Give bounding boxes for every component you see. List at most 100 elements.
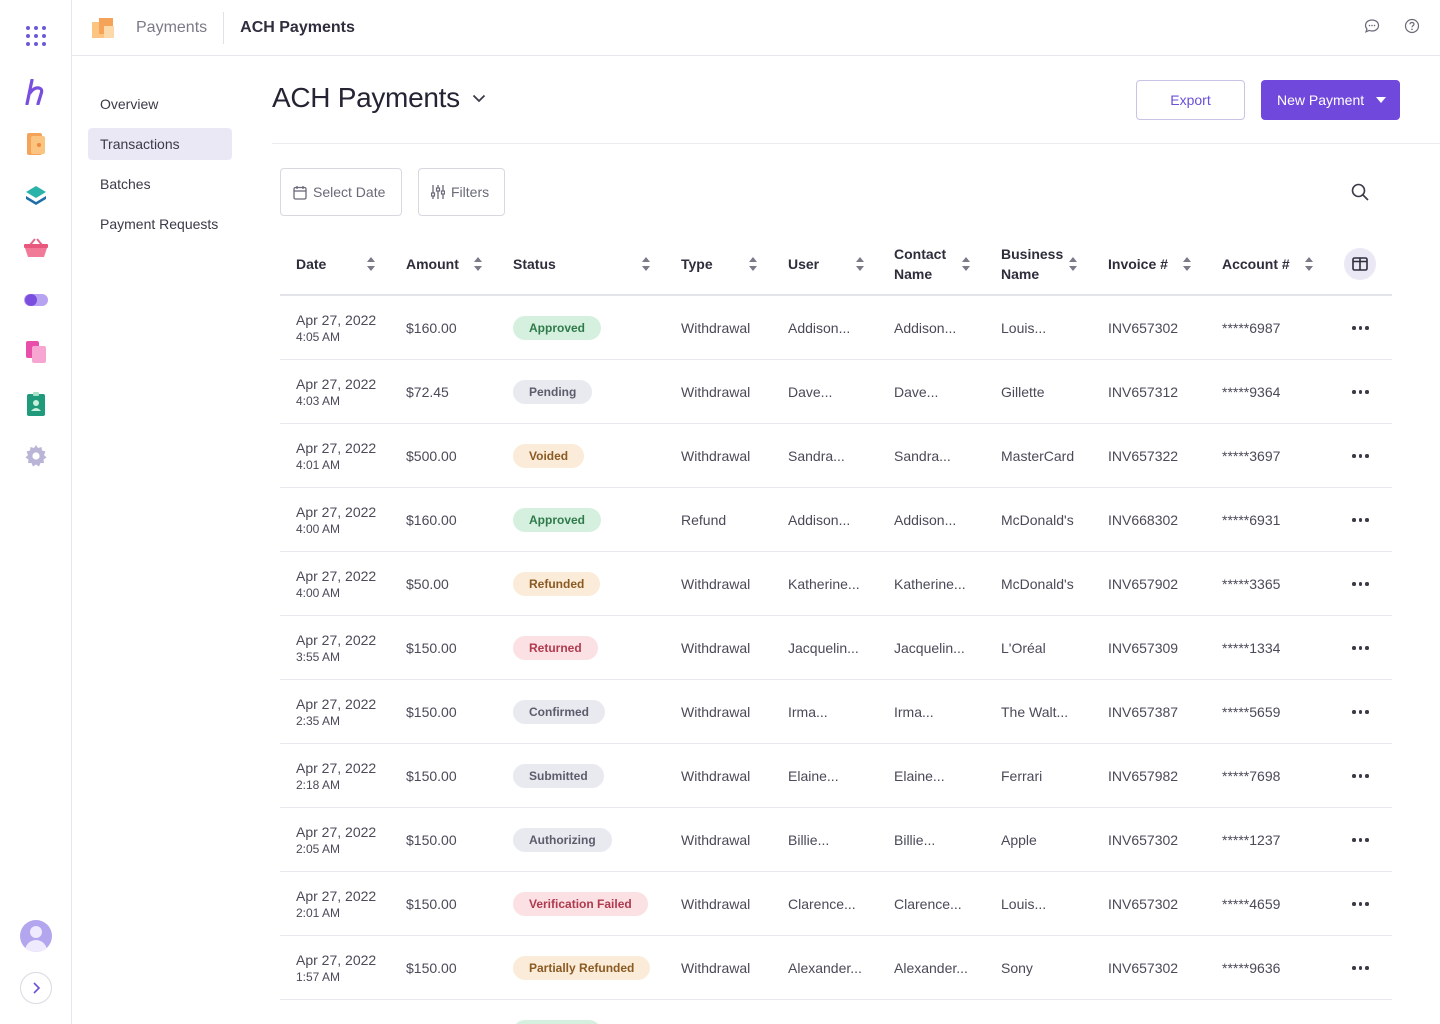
cell-business-name: Gillette (1001, 383, 1045, 400)
nav-item-batches[interactable]: Batches (100, 176, 151, 192)
sort-icon[interactable] (962, 257, 970, 271)
more-actions-icon[interactable] (1352, 966, 1369, 970)
status-badge: Returned (513, 635, 598, 660)
sort-icon[interactable] (1069, 257, 1077, 271)
help-icon[interactable] (1404, 18, 1420, 34)
header-date[interactable]: Date (296, 256, 327, 272)
cell-invoice: INV657387 (1108, 703, 1179, 720)
cell-account: *****4659 (1222, 895, 1281, 912)
header-business-name[interactable]: Business Name (1001, 234, 1063, 294)
table-row[interactable]: Apr 27, 2022 2:01 AM Verification Failed $1… (280, 872, 1392, 936)
table-row[interactable]: Apr 27, 2022 4:03 AM Pending $72.45 Withdraw… (280, 360, 1392, 424)
cell-type: Withdrawal (681, 575, 751, 592)
cell-amount: $150.00 (406, 767, 457, 784)
user-avatar[interactable] (20, 920, 52, 952)
status-badge: Partially Refunded (513, 955, 651, 980)
header-business-name-line2: Name (1001, 266, 1040, 282)
cell-date-time: 1:57 AM (296, 969, 341, 984)
section-nav: Overview Transactions Batches Payment Re… (88, 88, 232, 248)
more-actions-icon[interactable] (1352, 390, 1369, 394)
cell-date: Apr 27, 2022 4:00 AM (296, 552, 376, 615)
cell-date: Apr 27, 2022 (296, 1000, 376, 1024)
cell-user: Addison... (788, 511, 851, 528)
sort-icon[interactable] (642, 257, 650, 271)
more-actions-icon[interactable] (1352, 454, 1369, 458)
nav-item-overview[interactable]: Overview (100, 96, 159, 112)
id-badge-app-icon[interactable] (0, 384, 72, 424)
table-row[interactable]: Apr 27, 2022 1:57 AM Partially Refunded $15… (280, 936, 1392, 1000)
chat-icon[interactable] (1364, 18, 1380, 34)
more-actions-icon[interactable] (1352, 582, 1369, 586)
new-payment-button[interactable]: New Payment (1261, 80, 1400, 120)
table-row[interactable]: Apr 27, 2022 2:18 AM Submitted $150.00 Withd… (280, 744, 1392, 808)
sort-icon[interactable] (1305, 257, 1313, 271)
caret-down-icon (1376, 97, 1386, 103)
new-payment-label: New Payment (1277, 92, 1365, 108)
table-row[interactable]: Apr 27, 2022 Approved (280, 1000, 1392, 1024)
header-contact-name-line1: Contact (894, 246, 947, 262)
header-type[interactable]: Type (681, 256, 713, 272)
nav-item-payment-requests[interactable]: Payment Requests (100, 216, 219, 232)
more-actions-icon[interactable] (1352, 838, 1369, 842)
cell-contact-name: Addison... (894, 511, 957, 528)
header-user[interactable]: User (788, 256, 820, 272)
more-actions-icon[interactable] (1352, 646, 1369, 650)
page-title-dropdown[interactable]: ACH Payments (272, 82, 486, 114)
cell-user: Billie... (788, 831, 830, 848)
cell-business-name: Apple (1001, 831, 1037, 848)
more-actions-icon[interactable] (1352, 326, 1369, 330)
more-actions-icon[interactable] (1352, 774, 1369, 778)
cell-status: Authorizing (513, 808, 612, 871)
cell-status: Submitted (513, 744, 604, 807)
table-row[interactable]: Apr 27, 2022 2:05 AM Authorizing $150.00 Wit… (280, 808, 1392, 872)
column-settings-button[interactable] (1344, 248, 1376, 280)
documents-app-icon[interactable] (0, 332, 72, 372)
cell-type: Withdrawal (681, 319, 751, 336)
basket-app-icon[interactable] (0, 228, 72, 268)
settings-gear-icon[interactable] (0, 436, 72, 476)
header-amount[interactable]: Amount (406, 256, 459, 272)
sort-icon[interactable] (474, 257, 482, 271)
sort-icon[interactable] (749, 257, 757, 271)
table-row[interactable]: Apr 27, 2022 4:00 AM Approved $160.00 Refund… (280, 488, 1392, 552)
search-icon[interactable] (1350, 182, 1370, 202)
header-account[interactable]: Account # (1222, 256, 1290, 272)
table-row[interactable]: Apr 27, 2022 4:00 AM Refunded $50.00 Withdra… (280, 552, 1392, 616)
table-header: Date Amount Status Type User Contact Nam… (280, 234, 1392, 296)
breadcrumb-payments[interactable]: Payments (136, 18, 208, 36)
cell-date-time: 2:18 AM (296, 777, 341, 792)
cell-contact-name: Elaine... (894, 767, 945, 784)
export-button[interactable]: Export (1136, 80, 1245, 120)
sort-icon[interactable] (856, 257, 864, 271)
table-row[interactable]: Apr 27, 2022 2:35 AM Confirmed $150.00 Withd… (280, 680, 1392, 744)
table-row[interactable]: Apr 27, 2022 4:05 AM Approved $160.00 Withdr… (280, 296, 1392, 360)
cell-date-day: Apr 27, 2022 (296, 631, 377, 648)
toggle-app-icon[interactable] (0, 280, 72, 320)
brand-h-logo-icon[interactable] (0, 72, 72, 112)
cell-business-name: Ferrari (1001, 767, 1043, 784)
cell-invoice: INV657312 (1108, 383, 1179, 400)
sort-icon[interactable] (1183, 257, 1191, 271)
expand-rail-button[interactable] (20, 972, 52, 1004)
header-contact-name[interactable]: Contact Name (894, 234, 946, 294)
select-date-button[interactable]: Select Date (280, 168, 402, 216)
header-invoice[interactable]: Invoice # (1108, 256, 1168, 272)
sort-icon[interactable] (367, 257, 375, 271)
table-row[interactable]: Apr 27, 2022 4:01 AM Voided $500.00 Withdraw… (280, 424, 1392, 488)
more-actions-icon[interactable] (1352, 518, 1369, 522)
table-row[interactable]: Apr 27, 2022 3:55 AM Returned $150.00 Withdr… (280, 616, 1392, 680)
layers-app-icon[interactable] (0, 176, 72, 216)
cell-date: Apr 27, 2022 2:05 AM (296, 808, 376, 871)
cell-type: Withdrawal (681, 831, 751, 848)
cell-status: Verification Failed (513, 872, 648, 935)
header-status[interactable]: Status (513, 256, 556, 272)
wallet-app-icon[interactable] (0, 124, 72, 164)
more-actions-icon[interactable] (1352, 710, 1369, 714)
cell-business-name: Louis... (1001, 895, 1047, 912)
apps-grid-icon[interactable] (0, 16, 72, 56)
more-actions-icon[interactable] (1352, 902, 1369, 906)
filters-button[interactable]: Filters (418, 168, 505, 216)
cell-amount: $150.00 (406, 639, 457, 656)
cell-date-day: Apr 27, 2022 (296, 887, 377, 904)
nav-item-transactions[interactable]: Transactions (88, 128, 232, 160)
